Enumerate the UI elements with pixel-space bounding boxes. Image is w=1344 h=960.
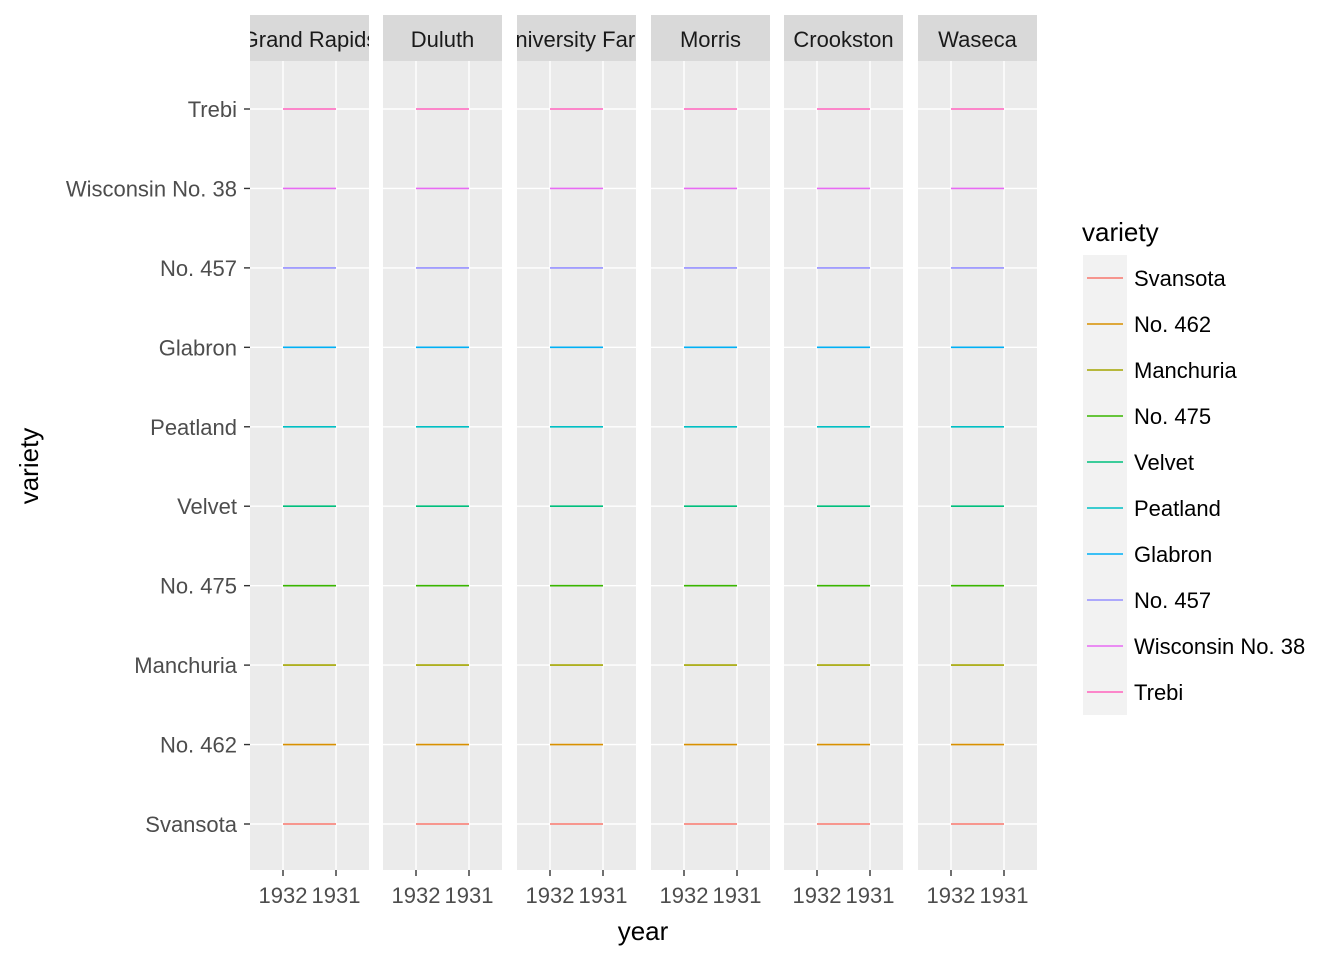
x-tick-label: 1931 xyxy=(846,883,895,908)
facet-strip xyxy=(651,15,770,61)
panel-grand-rapids: Grand Rapids 1932 1931 xyxy=(242,15,378,908)
panel-background xyxy=(250,61,369,870)
y-tick-label-peatland: Peatland xyxy=(150,415,237,440)
x-tick-label: 1932 xyxy=(660,883,709,908)
legend-item-no-457: No. 457 xyxy=(1083,577,1211,623)
panel-background xyxy=(651,61,770,870)
facet-strip xyxy=(250,15,369,61)
facet-strip-label: Duluth xyxy=(411,27,475,52)
y-tick-label-no-457: No. 457 xyxy=(160,256,237,281)
legend-item-glabron: Glabron xyxy=(1083,531,1212,577)
y-tick-label-velvet: Velvet xyxy=(177,494,237,519)
legend-label: Peatland xyxy=(1134,496,1221,521)
panel-background xyxy=(784,61,903,870)
legend-label: No. 457 xyxy=(1134,588,1211,613)
legend-item-manchuria: Manchuria xyxy=(1083,347,1237,393)
panel-background xyxy=(383,61,502,870)
y-tick-label-manchuria: Manchuria xyxy=(134,653,237,678)
facet-strip-label: Grand Rapids xyxy=(242,27,378,52)
panel-waseca: Waseca 1932 1931 xyxy=(918,15,1037,908)
panel-background xyxy=(517,61,636,870)
legend-label: Trebi xyxy=(1134,680,1183,705)
panel-morris: Morris 1932 1931 xyxy=(651,15,770,908)
legend: variety Svansota No. 462 Manchuria No. 475 V… xyxy=(1082,217,1305,715)
legend-item-velvet: Velvet xyxy=(1083,439,1194,485)
y-tick-label-trebi: Trebi xyxy=(188,97,237,122)
facet-strip-label: Waseca xyxy=(938,27,1017,52)
facet-strip xyxy=(784,15,903,61)
panel-crookston: Crookston 1932 1931 xyxy=(784,15,903,908)
legend-label: Velvet xyxy=(1134,450,1194,475)
y-tick-label-no-475: No. 475 xyxy=(160,574,237,599)
y-axis-title: variety xyxy=(14,428,44,505)
legend-item-peatland: Peatland xyxy=(1083,485,1221,531)
y-tick-label-svansota: Svansota xyxy=(145,812,237,837)
legend-label: Manchuria xyxy=(1134,358,1237,383)
facet-strip xyxy=(517,15,636,61)
facet-strip xyxy=(918,15,1037,61)
x-tick-label: 1932 xyxy=(526,883,575,908)
x-tick-label: 1932 xyxy=(392,883,441,908)
y-axis: Svansota No. 462 Manchuria No. 475 Velvet Pea… xyxy=(66,97,250,837)
facet-strip-label: Crookston xyxy=(793,27,893,52)
panel-university-farm: University Farm 1932 1931 xyxy=(499,15,653,908)
x-tick-label: 1931 xyxy=(312,883,361,908)
y-tick-label-wisconsin-no-38: Wisconsin No. 38 xyxy=(66,176,237,201)
x-tick-label: 1932 xyxy=(927,883,976,908)
facet-strip-label: University Farm xyxy=(499,27,653,52)
y-tick-label-no-462: No. 462 xyxy=(160,733,237,758)
legend-item-no-462: No. 462 xyxy=(1083,301,1211,347)
x-tick-label: 1931 xyxy=(579,883,628,908)
facet-strip xyxy=(383,15,502,61)
legend-title: variety xyxy=(1082,217,1159,247)
x-tick-label: 1931 xyxy=(980,883,1029,908)
legend-item-wisconsin-no-38: Wisconsin No. 38 xyxy=(1083,623,1305,669)
y-tick-label-glabron: Glabron xyxy=(159,335,237,360)
legend-label: No. 462 xyxy=(1134,312,1211,337)
x-tick-label: 1931 xyxy=(713,883,762,908)
x-axis-title: year xyxy=(618,916,669,946)
facet-strip-label: Morris xyxy=(680,27,741,52)
x-tick-label: 1932 xyxy=(793,883,842,908)
legend-label: No. 475 xyxy=(1134,404,1211,429)
legend-label: Glabron xyxy=(1134,542,1212,567)
x-tick-label: 1932 xyxy=(259,883,308,908)
x-tick-label: 1931 xyxy=(445,883,494,908)
panel-background xyxy=(918,61,1037,870)
legend-label: Svansota xyxy=(1134,266,1226,291)
legend-item-no-475: No. 475 xyxy=(1083,393,1211,439)
panel-duluth: Duluth 1932 1931 xyxy=(383,15,502,908)
legend-label: Wisconsin No. 38 xyxy=(1134,634,1305,659)
legend-item-svansota: Svansota xyxy=(1083,255,1226,301)
legend-item-trebi: Trebi xyxy=(1083,669,1183,715)
